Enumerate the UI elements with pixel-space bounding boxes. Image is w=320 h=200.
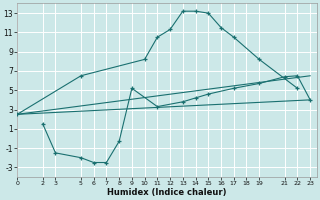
X-axis label: Humidex (Indice chaleur): Humidex (Indice chaleur) — [107, 188, 227, 197]
